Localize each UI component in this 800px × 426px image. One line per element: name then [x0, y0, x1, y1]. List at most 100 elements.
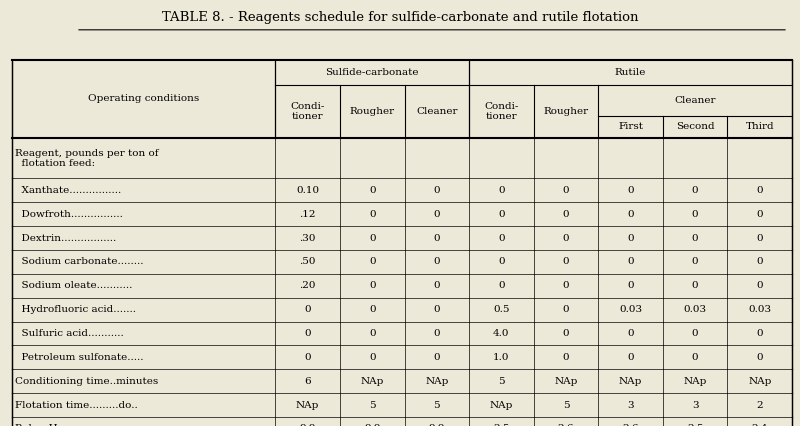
Text: Second: Second — [676, 122, 714, 132]
Text: 0: 0 — [498, 210, 505, 219]
Text: 0: 0 — [434, 210, 440, 219]
Text: 0: 0 — [369, 281, 375, 291]
Text: .20: .20 — [299, 281, 316, 291]
Text: 0: 0 — [692, 257, 698, 267]
Text: Sodium oleate...........: Sodium oleate........... — [15, 281, 133, 291]
Text: Cleaner: Cleaner — [674, 96, 716, 105]
Text: 5: 5 — [369, 400, 375, 410]
Text: 9.9: 9.9 — [364, 424, 381, 426]
Text: 0: 0 — [627, 353, 634, 362]
Text: Third: Third — [746, 122, 774, 132]
Text: Sodium carbonate........: Sodium carbonate........ — [15, 257, 144, 267]
Text: 0.10: 0.10 — [296, 186, 319, 195]
Text: .50: .50 — [299, 257, 316, 267]
Text: 0: 0 — [498, 281, 505, 291]
Text: 0: 0 — [369, 305, 375, 314]
Text: Condi-
tioner: Condi- tioner — [484, 102, 518, 121]
Text: 0.03: 0.03 — [619, 305, 642, 314]
Text: Operating conditions: Operating conditions — [88, 94, 199, 104]
Text: .12: .12 — [299, 210, 316, 219]
Text: 0: 0 — [434, 353, 440, 362]
Text: 0: 0 — [562, 353, 570, 362]
Text: 0.03: 0.03 — [683, 305, 706, 314]
Text: 0: 0 — [369, 353, 375, 362]
Text: 0: 0 — [369, 186, 375, 195]
Text: 0: 0 — [692, 329, 698, 338]
Text: 0: 0 — [627, 257, 634, 267]
Text: 0: 0 — [756, 210, 763, 219]
Text: 0: 0 — [562, 257, 570, 267]
Text: 0: 0 — [692, 281, 698, 291]
Text: NAp: NAp — [554, 377, 578, 386]
Text: 4.0: 4.0 — [493, 329, 510, 338]
Text: 0.5: 0.5 — [493, 305, 510, 314]
Text: 0: 0 — [627, 210, 634, 219]
Text: 0: 0 — [562, 305, 570, 314]
Text: 0: 0 — [434, 305, 440, 314]
Text: Dextrin.................: Dextrin................. — [15, 233, 117, 243]
Text: 5: 5 — [434, 400, 440, 410]
Text: NAp: NAp — [425, 377, 449, 386]
Text: Xanthate................: Xanthate................ — [15, 186, 122, 195]
Text: 2.6: 2.6 — [558, 424, 574, 426]
Text: 0: 0 — [434, 329, 440, 338]
Text: 0: 0 — [692, 233, 698, 243]
Text: Pulp pH...................: Pulp pH................... — [15, 424, 119, 426]
Text: 0: 0 — [756, 186, 763, 195]
Text: 5: 5 — [498, 377, 505, 386]
Text: 0: 0 — [756, 257, 763, 267]
Text: 2.6: 2.6 — [622, 424, 639, 426]
Text: Conditioning time..minutes: Conditioning time..minutes — [15, 377, 158, 386]
Text: 3: 3 — [627, 400, 634, 410]
Text: 0: 0 — [627, 329, 634, 338]
Text: 0: 0 — [369, 329, 375, 338]
Text: 0: 0 — [756, 281, 763, 291]
Text: Rutile: Rutile — [615, 68, 646, 77]
Text: 0: 0 — [498, 186, 505, 195]
Text: 0: 0 — [498, 257, 505, 267]
Text: 0: 0 — [369, 210, 375, 219]
Text: 0: 0 — [627, 281, 634, 291]
Text: TABLE 8. - Reagents schedule for sulfide-carbonate and rutile flotation: TABLE 8. - Reagents schedule for sulfide… — [162, 11, 638, 24]
Text: 0: 0 — [756, 233, 763, 243]
Text: 0: 0 — [692, 210, 698, 219]
Text: Hydrofluoric acid.......: Hydrofluoric acid....... — [15, 305, 136, 314]
Text: NAp: NAp — [748, 377, 771, 386]
Text: 2.5: 2.5 — [493, 424, 510, 426]
Text: 2: 2 — [756, 400, 763, 410]
Text: Reagent, pounds per ton of
  flotation feed:: Reagent, pounds per ton of flotation fee… — [15, 149, 158, 168]
Text: 0: 0 — [562, 186, 570, 195]
Text: 0: 0 — [498, 233, 505, 243]
Text: 5: 5 — [562, 400, 570, 410]
Text: 0: 0 — [692, 186, 698, 195]
Text: 0: 0 — [562, 210, 570, 219]
Text: 0: 0 — [562, 233, 570, 243]
Text: 0: 0 — [627, 233, 634, 243]
Text: NAp: NAp — [490, 400, 513, 410]
Text: NAp: NAp — [683, 377, 707, 386]
Text: Dowfroth................: Dowfroth................ — [15, 210, 123, 219]
Text: NAp: NAp — [361, 377, 384, 386]
Text: Condi-
tioner: Condi- tioner — [290, 102, 325, 121]
Text: 0: 0 — [434, 281, 440, 291]
Text: NAp: NAp — [296, 400, 319, 410]
Text: First: First — [618, 122, 643, 132]
Text: 9.9: 9.9 — [299, 424, 316, 426]
Text: 0: 0 — [434, 233, 440, 243]
Text: Flotation time.........do..: Flotation time.........do.. — [15, 400, 138, 410]
Text: NAp: NAp — [619, 377, 642, 386]
Text: 0: 0 — [627, 186, 634, 195]
Text: 1.0: 1.0 — [493, 353, 510, 362]
Text: 0: 0 — [304, 329, 311, 338]
Text: 0: 0 — [304, 305, 311, 314]
Text: 6: 6 — [304, 377, 311, 386]
Text: Sulfide-carbonate: Sulfide-carbonate — [326, 68, 419, 77]
Text: .30: .30 — [299, 233, 316, 243]
Text: 9.9: 9.9 — [429, 424, 445, 426]
Text: 0: 0 — [369, 257, 375, 267]
Text: 0: 0 — [756, 329, 763, 338]
Text: 2.5: 2.5 — [687, 424, 703, 426]
Text: 0: 0 — [434, 257, 440, 267]
Text: Sulfuric acid...........: Sulfuric acid........... — [15, 329, 124, 338]
Text: 0: 0 — [304, 353, 311, 362]
